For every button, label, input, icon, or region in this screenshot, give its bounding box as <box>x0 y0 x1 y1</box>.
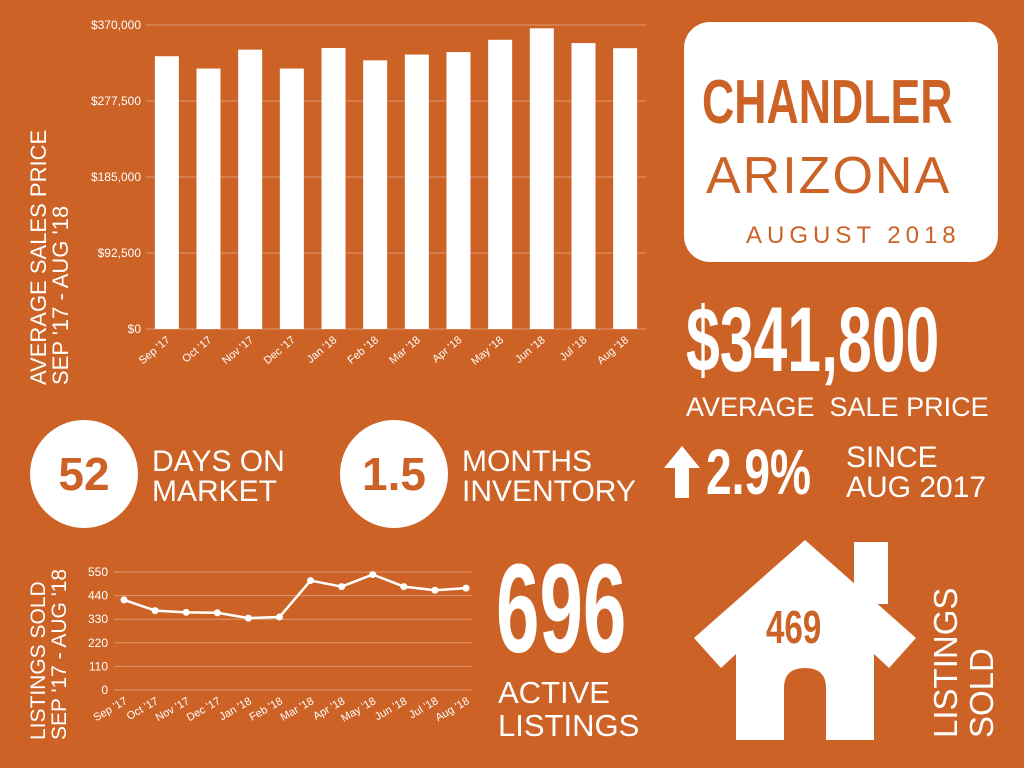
line-chart-ytick-label: 220 <box>88 636 108 650</box>
change-label-line2: AUG 2017 <box>846 471 987 504</box>
line-chart-point <box>400 583 408 591</box>
bar-chart-xtick-label: Jun '18 <box>513 334 548 366</box>
listings-sold-label-line1: LISTINGS <box>927 587 964 738</box>
line-chart-point <box>431 586 439 594</box>
line-chart-point <box>244 614 252 622</box>
bar-chart-xtick-label: Dec '17 <box>262 334 298 367</box>
change-value: 2.9% <box>706 436 812 508</box>
active-listings-value: 696 <box>496 538 627 679</box>
bar-chart-xtick-label: Aug '18 <box>595 334 631 367</box>
line-chart-xtick-label: Sep '17 <box>91 695 129 724</box>
line-chart-point <box>338 583 346 591</box>
days-on-market-label: DAYS ON MARKET <box>152 447 285 507</box>
line-chart-xtick-label: Dec '17 <box>185 695 223 724</box>
line-chart-xtick-label: May '18 <box>339 695 378 724</box>
listings-sold-value: 469 <box>766 601 822 653</box>
bar-chart-xtick-label: Jul '18 <box>558 334 590 363</box>
bar-chart-ytick-label: $92,500 <box>98 246 142 260</box>
bar-chart: $0 $92,500 $185,000 $277,500 $370,000 Sep '17… <box>91 18 646 368</box>
line-chart-xtick-label: Oct '17 <box>125 695 161 723</box>
line-chart-point <box>275 613 283 621</box>
change-label: SINCE AUG 2017 <box>846 443 986 503</box>
line-chart-point <box>151 607 159 615</box>
state-title: ARIZONA <box>706 147 952 205</box>
bar-chart-ytick-label: $370,000 <box>91 18 141 32</box>
active-listings-label-line1: ACTIVE <box>498 675 610 710</box>
listings-sold-label: LISTINGS SOLD <box>927 587 1000 738</box>
line-chart-ytick-label: 110 <box>89 659 108 673</box>
line-chart-point <box>120 596 128 604</box>
line-chart-ytick-label: 550 <box>88 565 108 579</box>
bar-chart-bar <box>238 49 263 329</box>
average-price-label: AVERAGE SALE PRICE <box>686 392 989 422</box>
line-chart-xtick-label: Nov '17 <box>154 695 192 724</box>
days-on-market-label-line2: MARKET <box>152 475 278 508</box>
line-chart-xtick-label: Aug '18 <box>433 695 471 724</box>
bar-chart-xtick-label: Jan '18 <box>305 334 340 366</box>
line-chart-point <box>182 608 190 616</box>
bar-chart-xtick-label: Nov '17 <box>220 334 256 367</box>
bar-chart-ytick-label: $277,500 <box>91 94 141 108</box>
months-inventory-label-line1: MONTHS <box>462 445 592 478</box>
listings-sold-label-line2: SOLD <box>963 648 1000 738</box>
average-price-value: $341,800 <box>686 289 940 391</box>
line-chart-xtick-label: Jan '18 <box>217 695 253 723</box>
line-chart-xtick-label: Mar '18 <box>279 695 316 724</box>
line-chart-xtick-label: Jun '18 <box>373 695 409 723</box>
title-card: CHANDLER ARIZONA AUGUST 2018 <box>684 22 998 262</box>
bar-chart-xtick-label: Oct '17 <box>180 334 214 365</box>
bar-chart-bar <box>571 43 596 329</box>
bar-chart-xtick-label: May '18 <box>469 334 506 368</box>
bar-chart-bar <box>279 68 304 329</box>
bar-chart-ytick-label: $0 <box>128 322 142 336</box>
bar-chart-bar <box>321 48 346 330</box>
bar-chart-bar <box>404 54 429 330</box>
line-chart-xtick-label: Feb '18 <box>247 695 284 724</box>
bar-chart-bar <box>446 52 471 329</box>
months-inventory-value: 1.5 <box>362 448 426 500</box>
bar-chart-bar <box>363 60 388 329</box>
bar-chart-bar <box>613 48 638 329</box>
city-title: CHANDLER <box>702 68 953 137</box>
up-arrow-icon <box>664 446 700 498</box>
line-chart-ytick-label: 330 <box>88 612 108 626</box>
line-chart-point <box>307 577 315 585</box>
line-chart-series <box>123 573 467 620</box>
active-listings-label-line2: LISTINGS <box>498 708 640 743</box>
bar-chart-bar <box>488 39 513 330</box>
months-inventory-label-line2: INVENTORY <box>462 475 636 508</box>
house-icon <box>694 540 916 740</box>
line-chart-ytick-label: 0 <box>101 683 108 697</box>
line-chart-point <box>462 584 470 592</box>
months-inventory-label: MONTHS INVENTORY <box>462 447 636 507</box>
bar-chart-xtick-label: Mar '18 <box>387 334 423 367</box>
line-chart-point <box>369 571 377 579</box>
months-inventory-circle: 1.5 <box>340 420 448 528</box>
bar-chart-bar <box>529 28 554 329</box>
bar-chart-ytick-label: $185,000 <box>91 170 141 184</box>
bar-chart-xtick-label: Feb '18 <box>346 334 382 367</box>
bar-chart-xtick-label: Apr '18 <box>430 334 464 365</box>
bar-chart-bar <box>154 56 179 330</box>
bar-chart-bar <box>196 68 221 329</box>
days-on-market-label-line1: DAYS ON <box>152 445 285 478</box>
period-label: AUGUST 2018 <box>746 222 961 249</box>
bar-chart-xtick-label: Sep '17 <box>137 334 173 367</box>
line-chart-ytick-label: 440 <box>88 589 108 603</box>
days-on-market-value: 52 <box>58 448 110 500</box>
days-on-market-circle: 52 <box>30 420 138 528</box>
line-chart-point <box>213 609 221 617</box>
active-listings-label: ACTIVE LISTINGS <box>498 676 639 742</box>
change-label-line1: SINCE <box>846 441 938 474</box>
